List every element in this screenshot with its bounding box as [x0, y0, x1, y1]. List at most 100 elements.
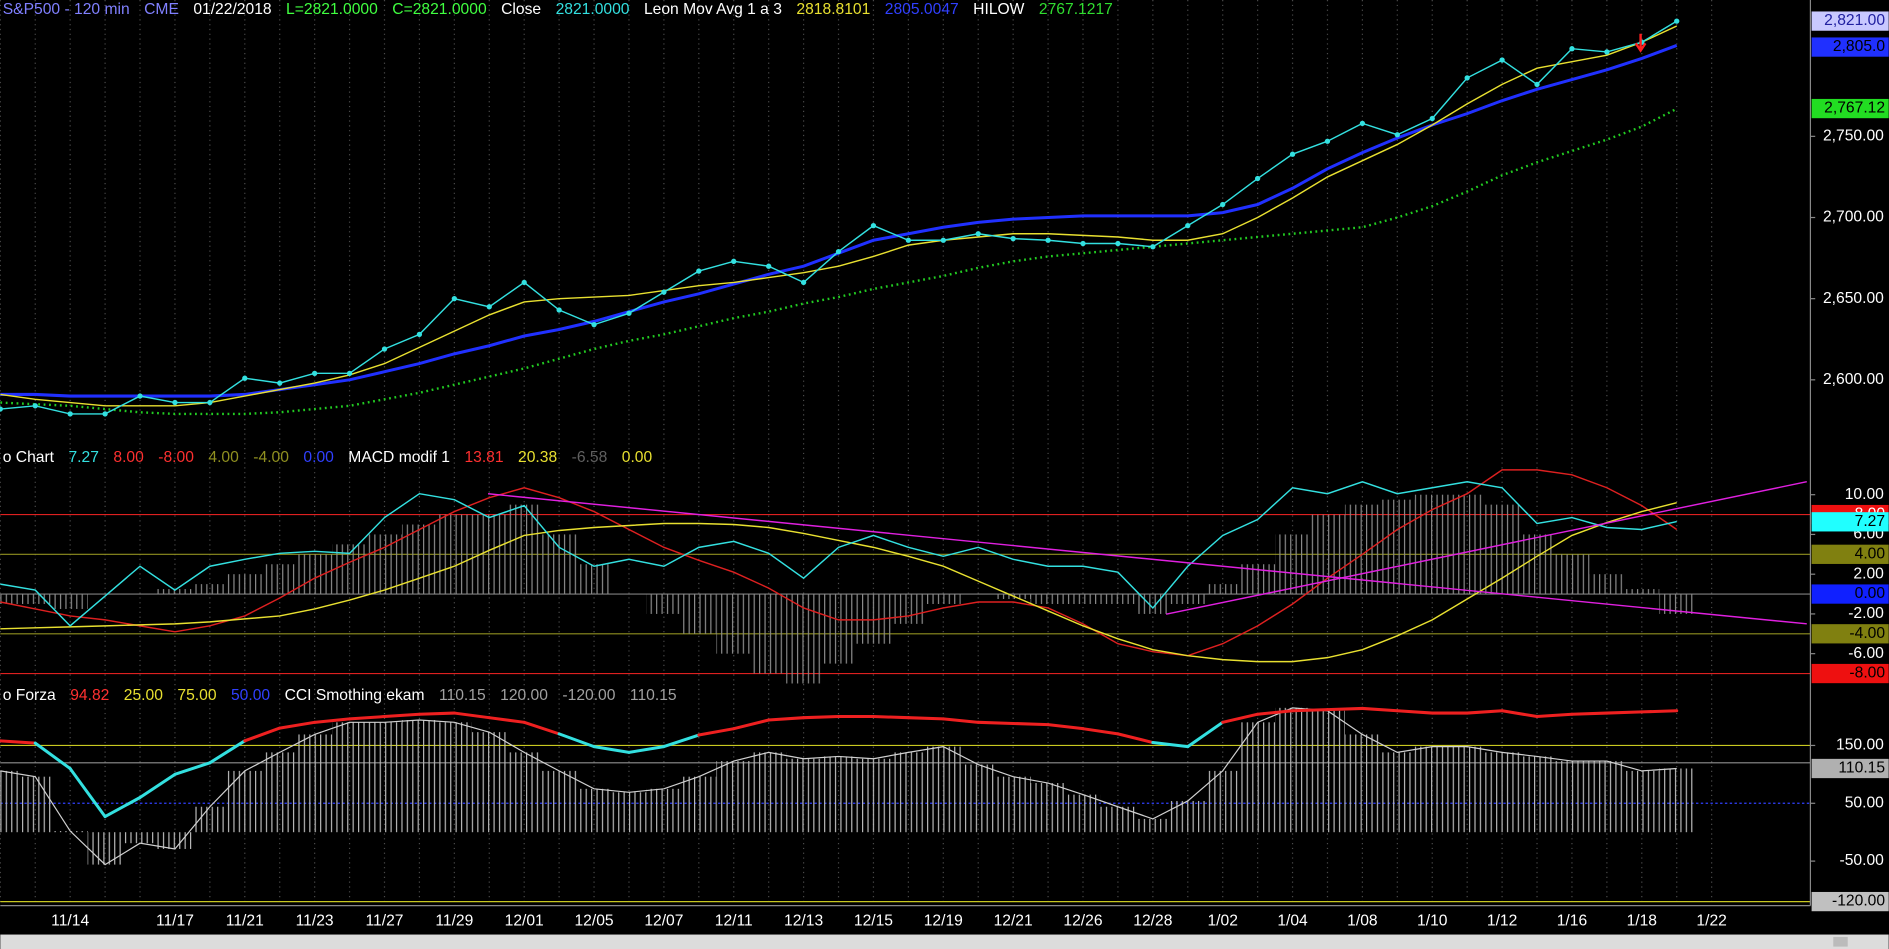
value-box	[1811, 11, 1889, 31]
header-text: 25.00	[124, 687, 163, 704]
indicator-segment	[1221, 712, 1260, 724]
value-box	[1811, 758, 1889, 779]
histogram-bar	[786, 758, 822, 833]
price-dot	[1010, 235, 1016, 242]
plot	[0, 18, 1695, 866]
value-box	[1811, 544, 1889, 564]
price-dot	[1150, 244, 1156, 250]
indicator-segment	[627, 745, 666, 754]
indicator-segment	[1186, 720, 1225, 749]
scrollbar	[0, 934, 1889, 949]
histogram-bar	[0, 770, 18, 833]
indicator-segment	[278, 720, 317, 730]
value-box	[1811, 624, 1889, 644]
histogram-bar	[1135, 594, 1171, 614]
value-box-label: -4.00	[1849, 625, 1885, 642]
price-dot	[451, 296, 457, 302]
price-dot	[731, 258, 737, 264]
value-box	[1811, 663, 1889, 684]
x-tick-label: 12/11	[715, 912, 753, 929]
y-tick-label: -50.00	[1840, 852, 1885, 869]
series-line	[0, 25, 1678, 407]
indicator-segment	[557, 732, 596, 749]
histogram-bar	[1554, 554, 1590, 595]
histogram-bar	[1449, 746, 1485, 833]
trend-line	[1165, 481, 1807, 615]
series-line	[0, 707, 1677, 866]
y-tick-label: 2,700.00	[1823, 209, 1884, 226]
value-box	[1811, 584, 1889, 604]
price-dot	[1324, 138, 1331, 144]
header-text: 75.00	[177, 687, 216, 704]
price-dot	[1569, 46, 1575, 52]
indicator-segment	[1256, 709, 1295, 716]
y-tick-label: 2,600.00	[1823, 371, 1884, 388]
value-box-label: -8.00	[1849, 665, 1885, 682]
header-text: 94.82	[70, 687, 109, 704]
header-text: HILOW	[973, 1, 1025, 18]
histogram-bar	[262, 752, 298, 833]
histogram-bar	[576, 564, 612, 595]
histogram-bar	[1205, 770, 1241, 833]
histogram-bar	[855, 758, 891, 833]
histogram-bar	[541, 770, 577, 833]
x-tick-label: 1/08	[1347, 912, 1378, 929]
header-text: 110.15	[630, 687, 677, 704]
header-text: C=2821.0000	[392, 1, 487, 18]
histogram-bar	[995, 776, 1031, 833]
histogram-bar	[1554, 761, 1590, 833]
value-box-label: -120.00	[1832, 893, 1885, 910]
x-tick-label: 1/12	[1487, 912, 1517, 929]
price-dot	[905, 237, 912, 243]
header-text: -4.00	[253, 449, 289, 466]
histogram-bar	[227, 770, 263, 833]
histogram-bar	[157, 832, 193, 849]
header-text: 01/22/2018	[193, 1, 272, 18]
value-box-label: 2,805.0	[1833, 38, 1885, 55]
header-text: 7.27	[68, 449, 98, 466]
price-dot	[1115, 240, 1121, 247]
price-dot	[207, 399, 213, 406]
histogram-bar	[751, 594, 787, 674]
histogram-bar	[297, 554, 333, 595]
price-dot	[1045, 237, 1051, 243]
histogram-bar	[1065, 594, 1101, 604]
indicator-segment	[1325, 706, 1364, 712]
scroll-thumb[interactable]	[1833, 936, 1848, 947]
histogram-bar	[1135, 818, 1171, 833]
header-text: 110.15	[439, 687, 486, 704]
header-text: 20.38	[518, 449, 557, 466]
histogram-bar	[192, 806, 228, 833]
indicator-segment	[697, 727, 736, 737]
header-text: 8.00	[113, 449, 144, 466]
indicator-segment	[1011, 721, 1050, 727]
histogram-bar	[0, 594, 18, 604]
histogram-bar	[1310, 710, 1345, 833]
price-dot	[870, 222, 877, 229]
indicator-segment	[906, 716, 945, 721]
indicator-segment	[1640, 709, 1679, 714]
indicator-segment	[313, 717, 352, 724]
price-dot	[1220, 201, 1226, 208]
price-dot	[1604, 49, 1610, 55]
histogram-bar	[1100, 594, 1136, 604]
histogram-bar	[122, 832, 158, 844]
histogram-bar	[1379, 499, 1415, 595]
series-line	[0, 469, 1678, 657]
indicator-segment	[871, 715, 910, 720]
histogram-bar	[1310, 514, 1345, 595]
histogram-bar	[646, 788, 682, 833]
price-dot	[940, 237, 946, 243]
histogram-bar	[192, 584, 228, 595]
price-dot	[521, 279, 527, 286]
value-box-label: 0.00	[1855, 585, 1886, 602]
histogram-bar	[821, 594, 856, 664]
x-tick-label: 12/21	[994, 912, 1033, 929]
indicator-segment	[417, 711, 456, 716]
histogram-bar	[1449, 494, 1485, 595]
x-tick-label: 12/01	[505, 912, 544, 929]
histogram-bar	[297, 734, 333, 833]
histogram-bar	[925, 746, 961, 833]
price-dot	[591, 321, 597, 328]
series-line	[0, 107, 1678, 416]
